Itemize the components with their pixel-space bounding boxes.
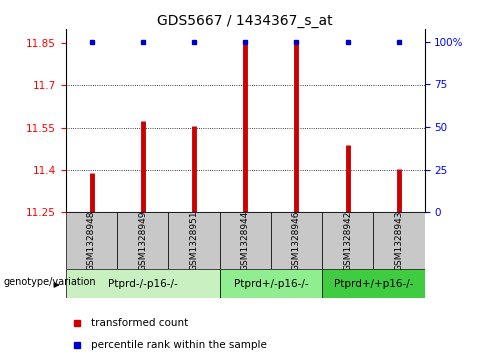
Text: GSM1328951: GSM1328951 [189,210,199,271]
Text: Ptprd+/+p16-/-: Ptprd+/+p16-/- [334,278,413,289]
Text: GSM1328948: GSM1328948 [87,210,96,271]
Bar [168,212,220,269]
Text: Ptprd-/-p16-/-: Ptprd-/-p16-/- [108,278,178,289]
Text: GSM1328946: GSM1328946 [292,210,301,271]
Bar [322,269,425,298]
Text: transformed count: transformed count [91,318,188,328]
Bar [373,212,425,269]
Bar [66,269,220,298]
Text: GSM1328943: GSM1328943 [394,210,404,271]
Text: genotype/variation: genotype/variation [3,277,96,287]
Bar [271,212,322,269]
Text: percentile rank within the sample: percentile rank within the sample [91,340,267,350]
Bar [220,212,271,269]
Text: GSM1328942: GSM1328942 [343,210,352,271]
Bar [66,212,117,269]
Text: GSM1328949: GSM1328949 [138,210,147,271]
Text: GSM1328944: GSM1328944 [241,210,250,271]
Bar [220,269,322,298]
Bar [322,212,373,269]
Title: GDS5667 / 1434367_s_at: GDS5667 / 1434367_s_at [158,14,333,28]
Bar [117,212,168,269]
Text: Ptprd+/-p16-/-: Ptprd+/-p16-/- [234,278,308,289]
